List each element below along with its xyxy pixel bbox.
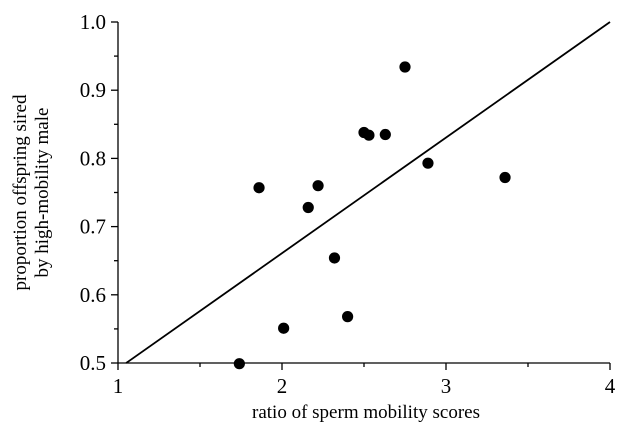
y-tick-label: 0.5 <box>80 351 106 375</box>
data-point <box>233 358 245 370</box>
x-axis-title: ratio of sperm mobility scores <box>252 402 480 423</box>
data-point <box>499 171 511 184</box>
x-tick-label: 3 <box>441 374 452 398</box>
data-point <box>379 128 391 141</box>
x-ticks: 1 2 3 4 <box>113 363 616 398</box>
x-tick-label: 4 <box>605 374 616 398</box>
y-tick-label: 0.7 <box>80 215 106 239</box>
data-point <box>253 182 265 194</box>
data-points <box>233 61 511 370</box>
data-point <box>278 322 290 334</box>
y-tick-label: 1.0 <box>80 10 106 34</box>
y-tick-label: 0.8 <box>80 146 106 170</box>
y-axis-title-line: proportion offspring sired <box>10 94 31 290</box>
x-tick-label: 2 <box>277 374 288 398</box>
data-point <box>422 157 434 169</box>
y-tick-label: 0.6 <box>80 283 106 307</box>
data-point <box>399 61 411 73</box>
data-point <box>302 201 314 214</box>
fit-line-group <box>125 21 611 364</box>
data-point <box>342 311 354 323</box>
y-ticks: 0.5 0.6 0.7 0.8 0.9 1.0 <box>80 10 118 375</box>
data-point <box>363 129 375 141</box>
y-axis-title-line: by high-mobility male <box>32 108 53 278</box>
fit-line <box>125 21 611 364</box>
x-tick-label: 1 <box>113 374 124 398</box>
data-point <box>328 252 341 264</box>
y-tick-label: 0.9 <box>80 78 106 102</box>
y-axis-title: proportion offspring sired by high-mobili… <box>10 94 53 290</box>
data-point <box>312 180 324 192</box>
